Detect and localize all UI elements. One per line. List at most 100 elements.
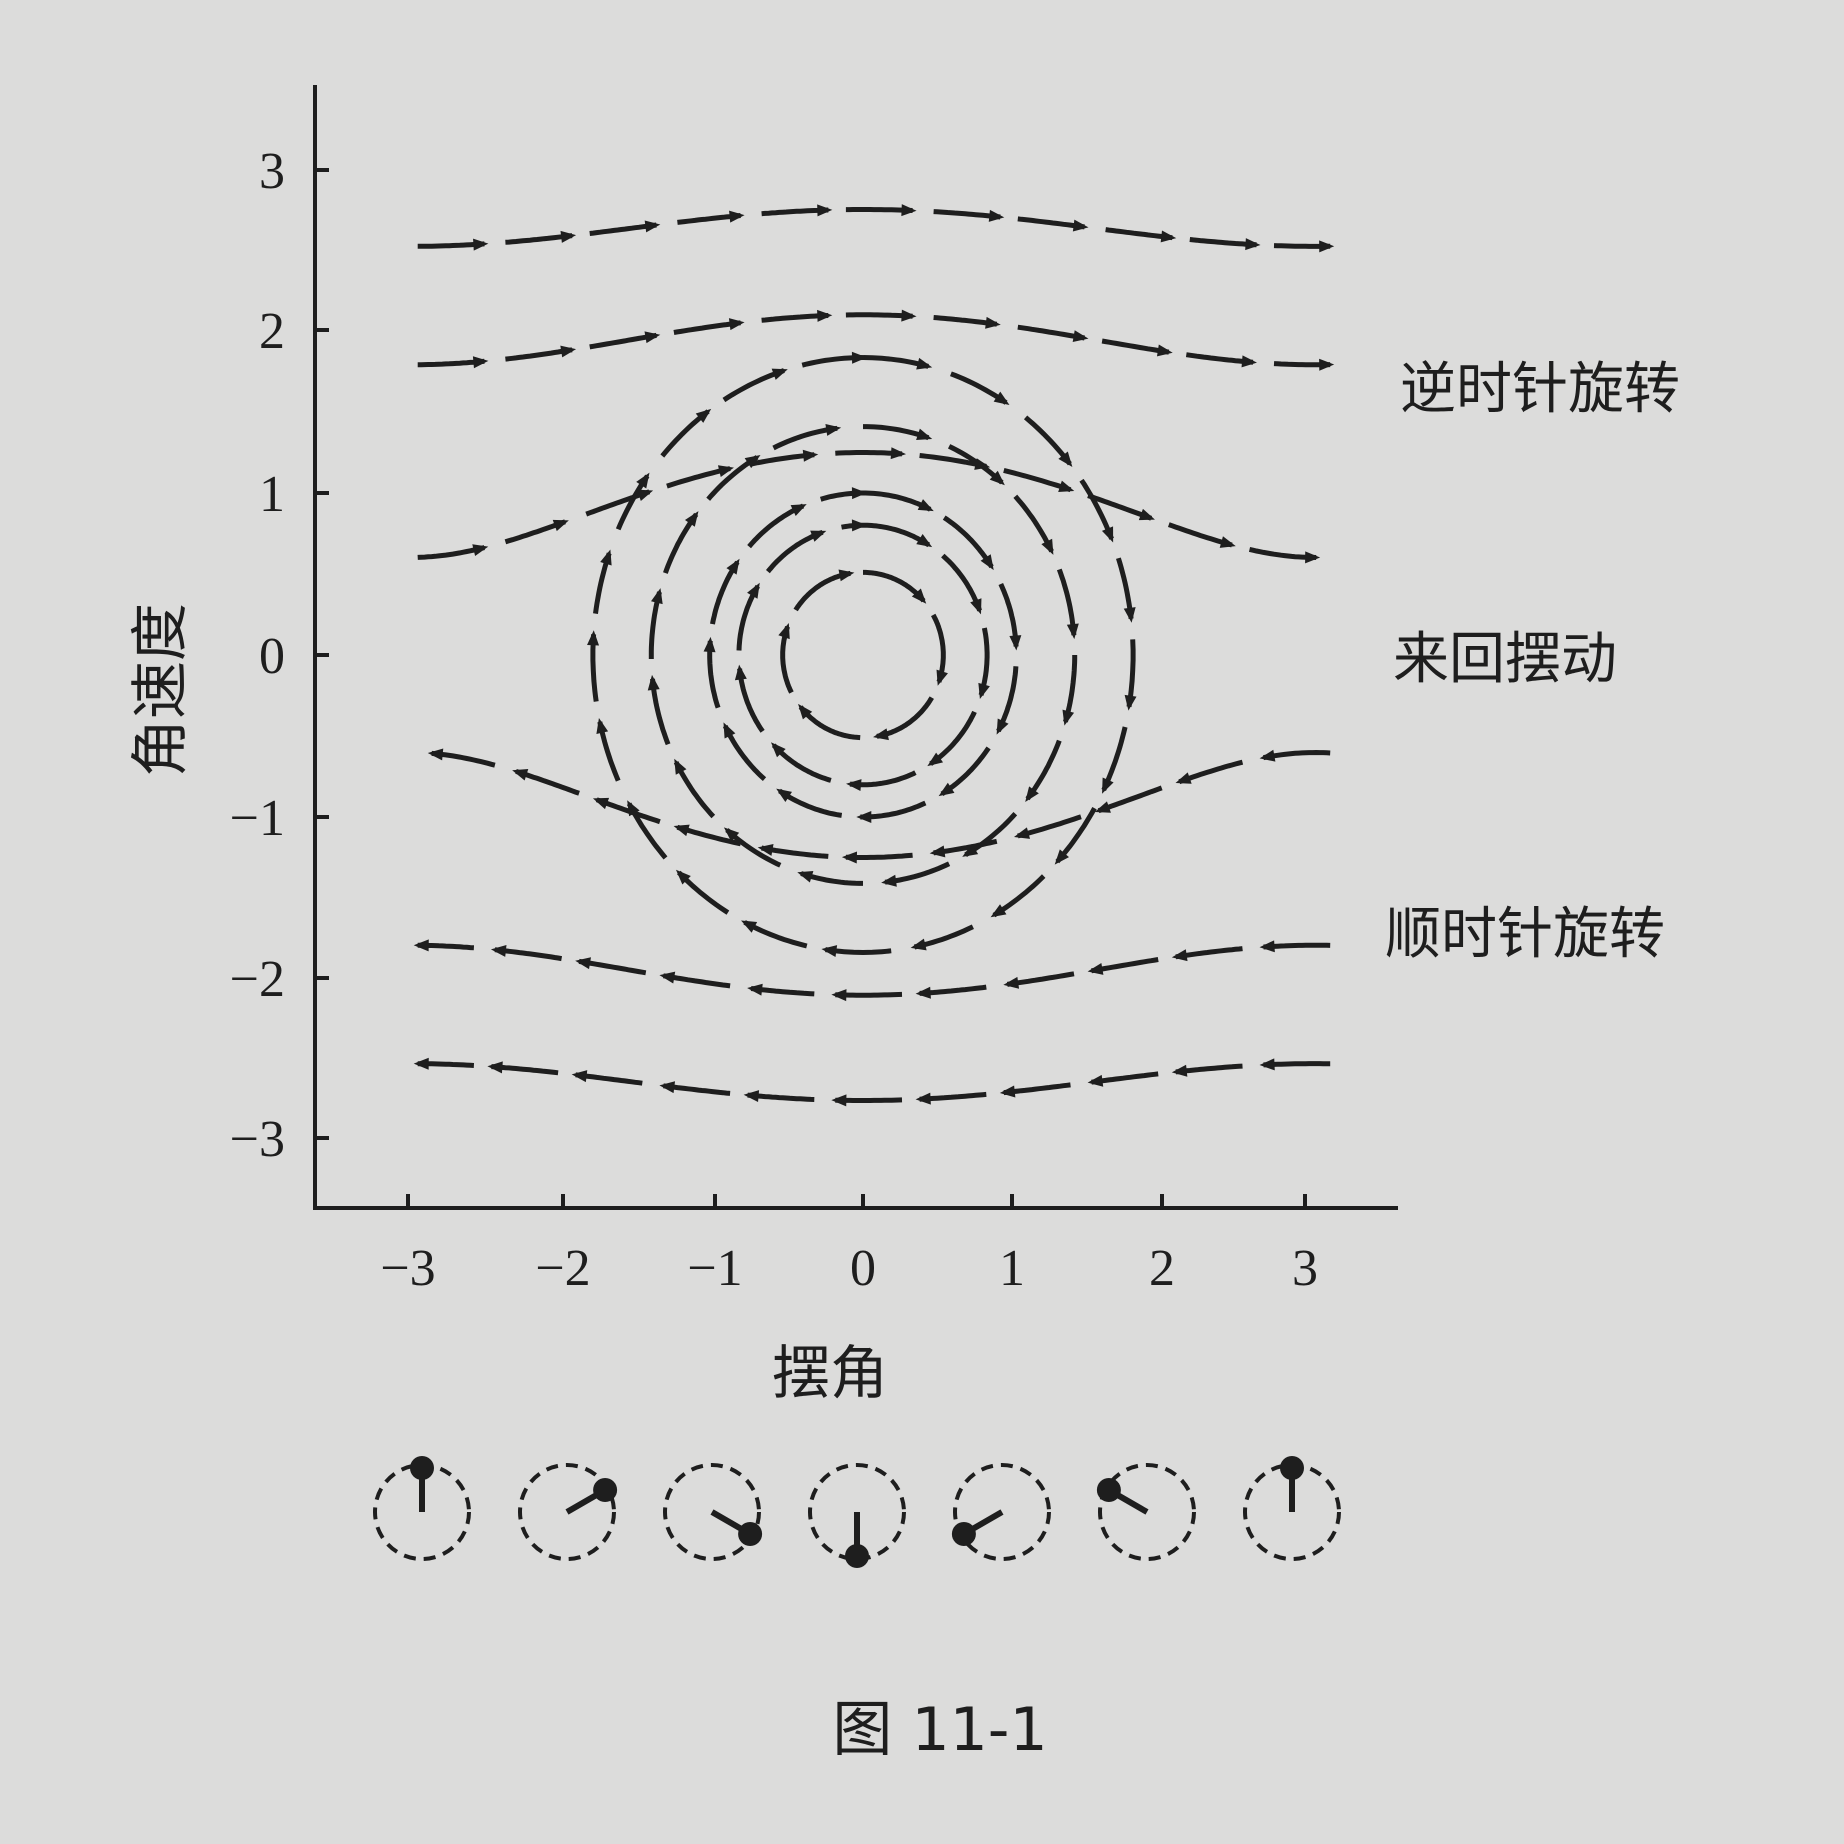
- flow-arrow: [929, 845, 946, 858]
- flow-arrow: [1259, 749, 1276, 762]
- oscillation-label: 来回摆动: [1393, 627, 1617, 692]
- open-orbit-lower: [413, 1057, 1331, 1107]
- trajectory-dash: [722, 724, 767, 781]
- flow-arrow: [798, 703, 813, 720]
- counterclockwise-label: 逆时针旋转: [1400, 357, 1680, 422]
- trajectory-dash: [1079, 478, 1114, 540]
- trajectory-dash: [505, 347, 573, 362]
- open-orbit-lower: [427, 748, 1331, 864]
- flow-arrow: [985, 316, 1001, 329]
- flow-arrow: [989, 470, 1005, 486]
- flow-arrow: [962, 843, 979, 857]
- pendulum-row: [373, 1456, 1341, 1568]
- trajectory-dash: [589, 222, 657, 236]
- trajectory-dash: [1175, 946, 1243, 960]
- trajectory-dash: [793, 570, 851, 612]
- flow-arrow: [1319, 358, 1335, 371]
- pendulum-icon: [1096, 1463, 1196, 1561]
- y-tick-label: 0: [259, 628, 285, 685]
- trajectory-dash: [919, 984, 987, 996]
- flow-arrow: [778, 622, 790, 640]
- trajectory-dash: [589, 332, 657, 350]
- flow-arrow: [980, 554, 994, 571]
- flow-arrow: [1259, 940, 1275, 953]
- flow-arrow: [817, 309, 833, 322]
- trajectory-dash: [1101, 338, 1170, 355]
- trajectory-dash: [663, 973, 731, 989]
- flow-arrow: [1305, 551, 1321, 564]
- flow-arrow: [1066, 623, 1079, 640]
- flow-arrow: [659, 1081, 676, 1094]
- trajectory-dash: [933, 209, 1001, 220]
- trajectory-dash: [578, 958, 647, 976]
- flow-arrow: [917, 499, 934, 512]
- x-tick-label: 0: [850, 1240, 876, 1297]
- flow-arrow: [851, 487, 867, 500]
- trajectory-dash: [743, 920, 808, 949]
- trajectory-dash: [1091, 1071, 1159, 1085]
- flow-arrow: [802, 449, 819, 462]
- trajectory-dash: [845, 207, 913, 213]
- flow-arrow: [1171, 1064, 1188, 1077]
- trajectory-dash: [1062, 655, 1078, 723]
- pendulum-bob: [1280, 1456, 1304, 1480]
- flow-arrow: [851, 351, 867, 364]
- figure-caption: 图 11-1: [832, 1695, 1047, 1765]
- trajectory-dash: [996, 666, 1019, 733]
- flow-arrow: [1123, 607, 1136, 623]
- clockwise-label: 顺时针旋转: [1385, 902, 1665, 967]
- y-tick-label: 2: [259, 303, 285, 360]
- closed-orbit: [703, 487, 1022, 823]
- trajectory-dash: [863, 569, 926, 603]
- pendulum-bob: [1096, 1478, 1121, 1502]
- flow-arrow: [747, 983, 763, 996]
- flow-arrow: [1259, 1058, 1275, 1071]
- trajectory-dash: [1013, 494, 1054, 553]
- trajectory-dash: [765, 529, 824, 574]
- flow-arrow: [1101, 526, 1114, 543]
- flow-arrow: [647, 674, 660, 691]
- pendulum-icon: [808, 1463, 906, 1568]
- flow-arrow: [974, 458, 991, 470]
- open-orbit-upper: [417, 204, 1335, 253]
- flow-arrow: [1138, 508, 1155, 521]
- trajectory-dash: [845, 312, 913, 319]
- pendulum-path-circle: [953, 1463, 1051, 1561]
- trajectory-dash: [863, 424, 930, 441]
- flow-arrow: [856, 810, 872, 823]
- pendulum-path-circle: [808, 1463, 906, 1561]
- flow-arrow: [1087, 963, 1104, 975]
- flow-arrow: [1003, 976, 1020, 989]
- trajectory-dash: [1126, 639, 1136, 708]
- flow-arrow: [472, 356, 489, 369]
- trajectory-dash: [595, 797, 661, 825]
- pendulum-path-circle: [663, 1463, 761, 1561]
- trajectory-dash: [862, 355, 929, 369]
- pendulum-icon: [518, 1463, 618, 1561]
- trajectory-dash: [747, 503, 805, 549]
- x-tick-label: 1: [999, 1240, 1025, 1297]
- y-axis-ticks: 3 2 1 0 −1 −2 −3: [230, 143, 329, 1168]
- trajectory-dash: [673, 320, 741, 335]
- trajectory-dash: [491, 1064, 559, 1076]
- flow-arrow: [1058, 451, 1073, 467]
- trajectory-dash: [1263, 942, 1331, 950]
- trajectory-dash: [884, 861, 951, 885]
- flow-arrow: [817, 204, 833, 217]
- flow-arrow: [729, 210, 745, 223]
- flow-arrow: [674, 758, 687, 775]
- trajectory-dash: [417, 545, 485, 560]
- trajectory-dash: [772, 425, 838, 451]
- flow-arrow: [978, 682, 990, 699]
- flow-arrow: [695, 408, 712, 423]
- trajectory-dash: [722, 368, 785, 403]
- trajectory-dash: [737, 668, 765, 733]
- flow-arrow: [1171, 949, 1188, 962]
- flow-arrow: [1072, 330, 1089, 343]
- flow-arrow: [890, 447, 907, 460]
- flow-arrow: [927, 752, 944, 767]
- flow-arrow: [831, 989, 847, 1002]
- trajectory-dash: [1175, 1063, 1243, 1075]
- trajectory-dash: [1101, 726, 1128, 792]
- trajectory-dash: [1056, 568, 1077, 636]
